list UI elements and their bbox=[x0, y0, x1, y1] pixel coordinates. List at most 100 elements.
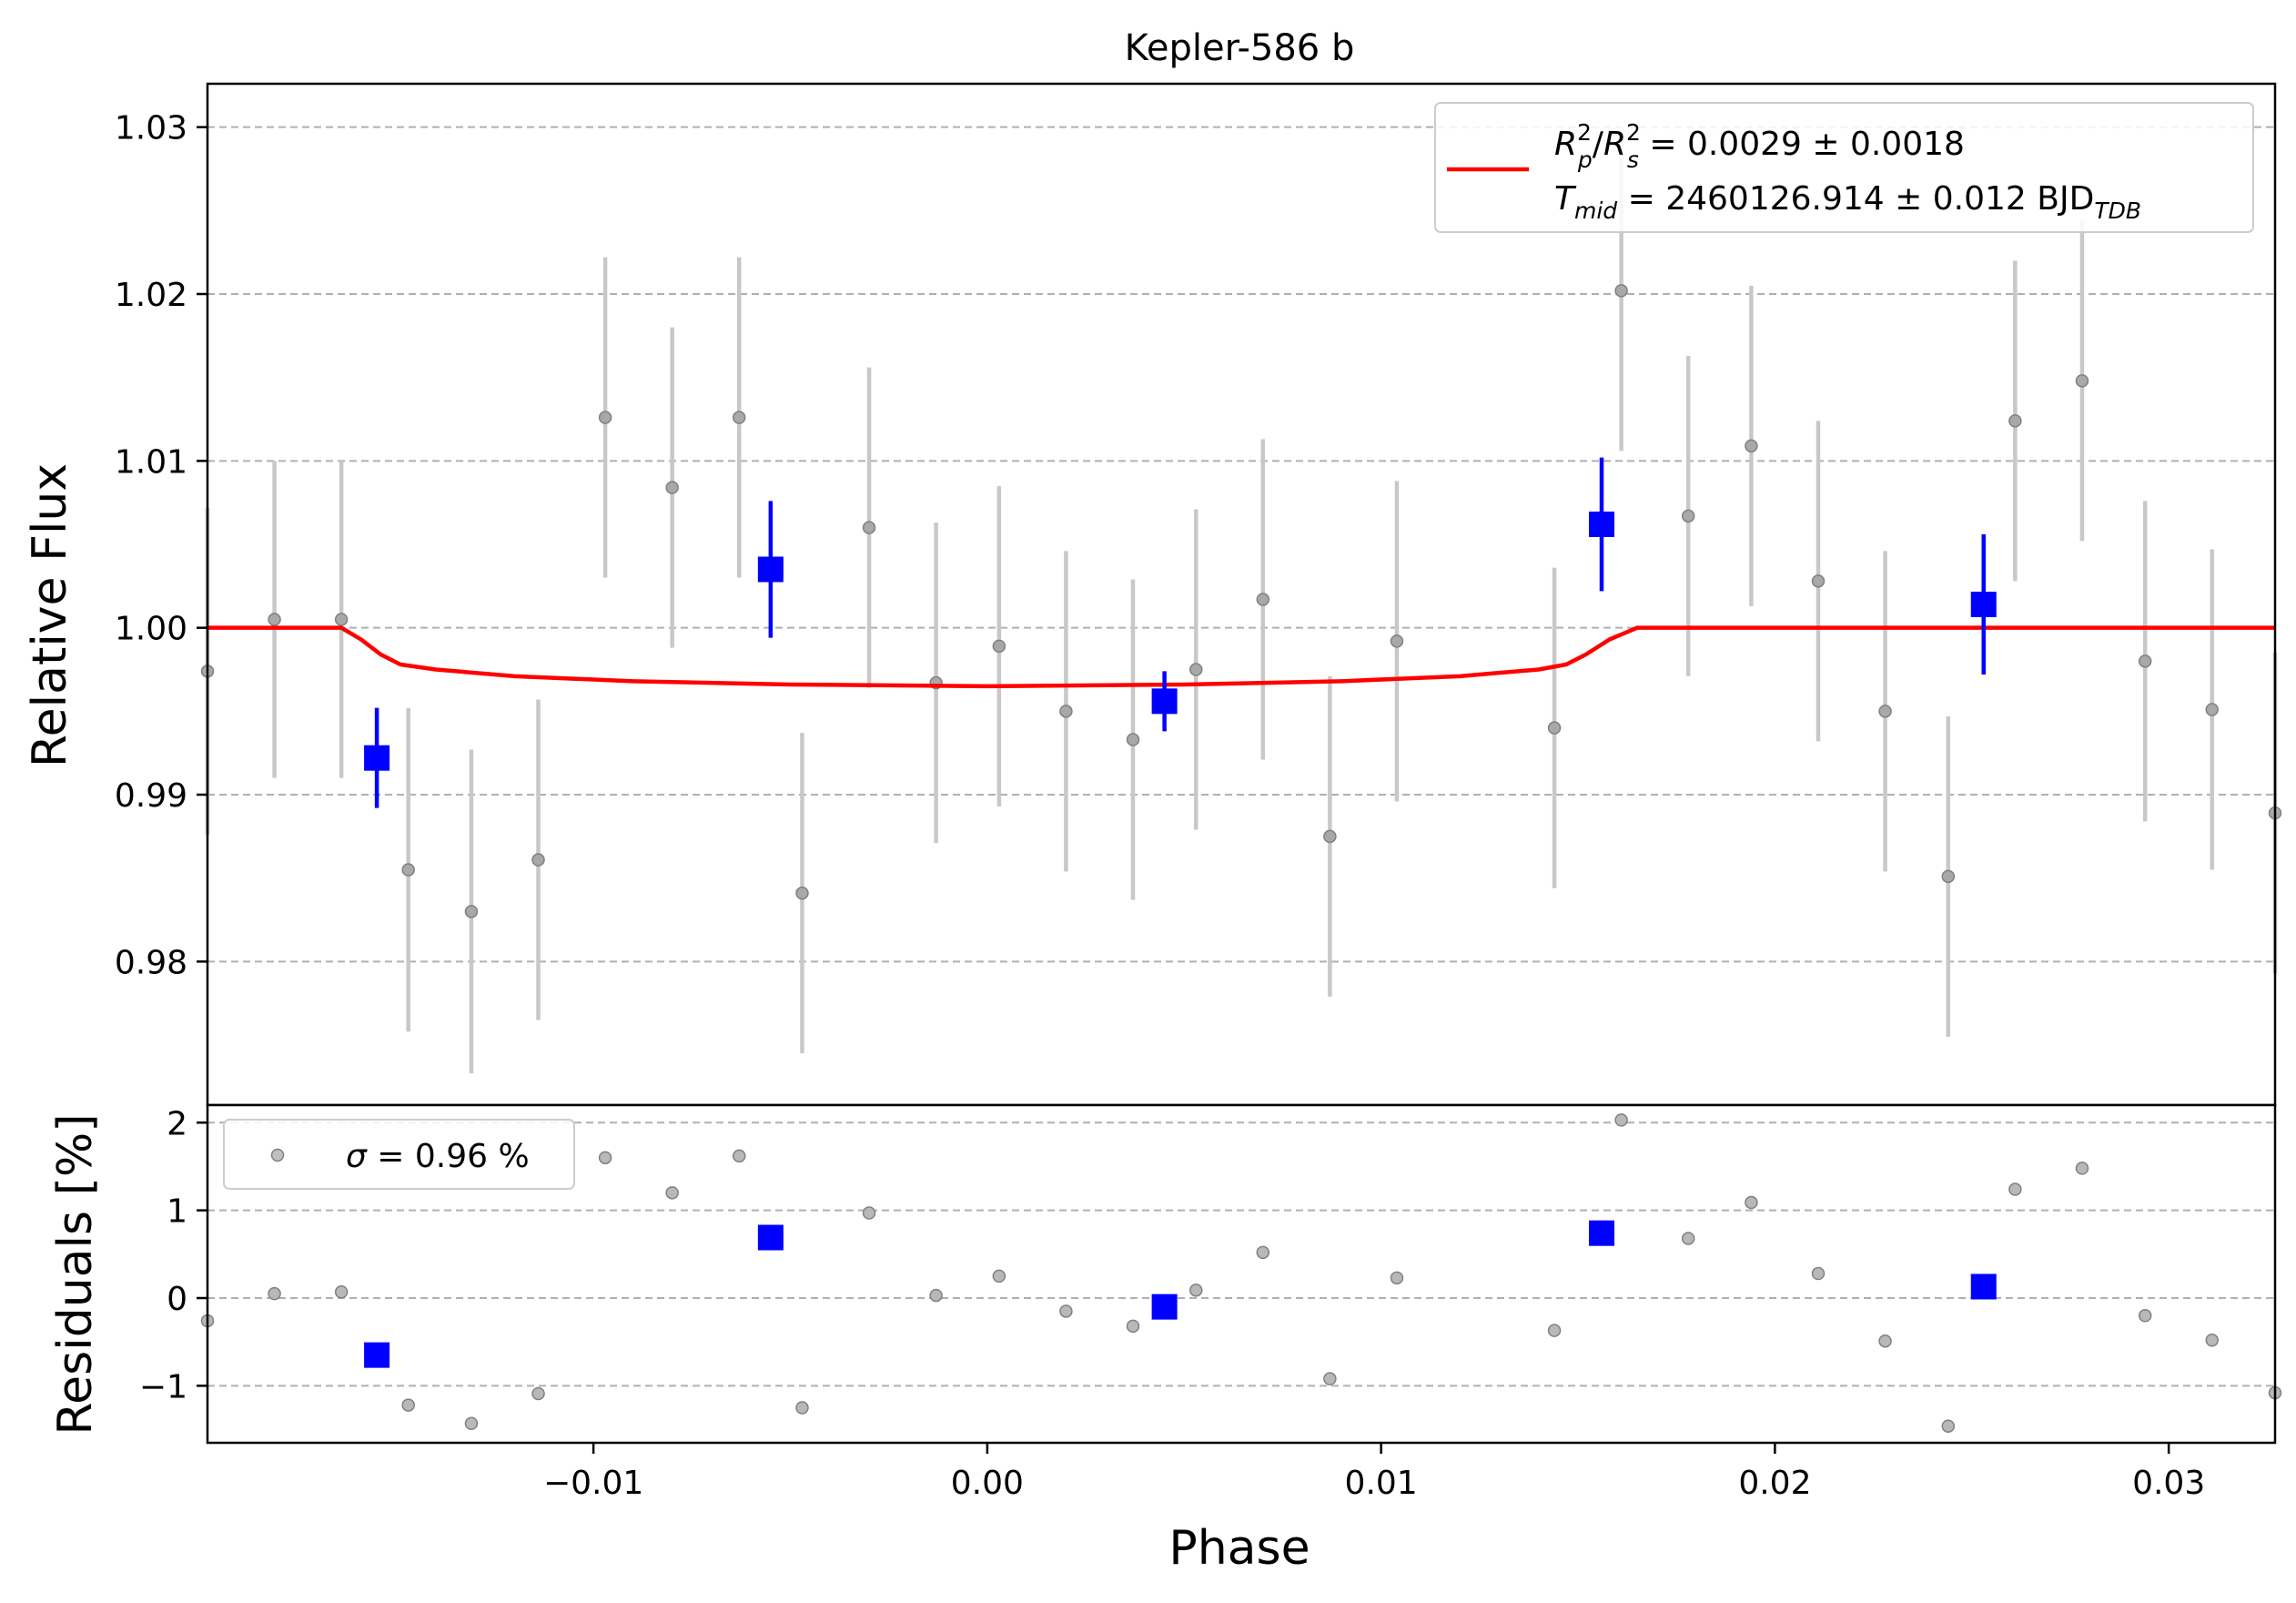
residual-raw-point bbox=[1126, 1319, 1140, 1334]
legend-tmid-entry: Tmid = 2460126.914 ± 0.012 BJDTDB bbox=[1554, 180, 2141, 224]
residual-raw-point bbox=[531, 1386, 545, 1401]
residual-binned-point bbox=[1970, 1273, 1997, 1300]
raw-data-point bbox=[1126, 733, 1140, 746]
phase-x-axis-label: Phase bbox=[1168, 1521, 1310, 1576]
residuals-y-tick-label: 1 bbox=[167, 1193, 187, 1231]
binned-data-point bbox=[364, 745, 390, 771]
raw-data-point bbox=[732, 411, 746, 424]
raw-data-point bbox=[795, 886, 809, 900]
phase-x-ticks: −0.01 0.00 0.01 0.02 0.03 bbox=[543, 1443, 2205, 1502]
residual-raw-point bbox=[1878, 1334, 1892, 1348]
binned-data-point bbox=[1970, 592, 1997, 617]
raw-data-point bbox=[1811, 574, 1826, 588]
raw-data-point bbox=[1614, 284, 1628, 298]
residual-raw-point bbox=[1059, 1304, 1073, 1318]
residual-raw-point bbox=[1941, 1419, 1956, 1433]
residual-raw-point bbox=[268, 1286, 281, 1301]
flux-y-axis-label: Relative Flux bbox=[23, 463, 77, 767]
raw-data-point bbox=[2138, 654, 2152, 668]
raw-data-point bbox=[1323, 829, 1337, 844]
transit-model-line bbox=[207, 625, 2275, 689]
flux-y-tick-label: 1.00 bbox=[115, 611, 187, 648]
residual-raw-point bbox=[732, 1149, 746, 1163]
residual-binned-point bbox=[757, 1224, 784, 1251]
phase-x-tick-label: 0.01 bbox=[1345, 1465, 1418, 1502]
residual-raw-point bbox=[2138, 1309, 2152, 1323]
flux-y-tick-label: 1.01 bbox=[115, 443, 187, 481]
residual-raw-point bbox=[1547, 1324, 1562, 1337]
flux-y-tick-label: 0.99 bbox=[115, 777, 187, 815]
phase-x-tick-label: 0.03 bbox=[2132, 1465, 2205, 1502]
flux-y-tick-label: 1.03 bbox=[115, 110, 187, 147]
residual-raw-point bbox=[598, 1151, 612, 1165]
residual-raw-point bbox=[929, 1288, 943, 1303]
legend-depth-entry: R2 p/R2 s = 0.0029 ± 0.0018 bbox=[1554, 119, 1965, 173]
raw-data-point bbox=[2205, 703, 2220, 716]
residuals-legend: σ = 0.96 % bbox=[223, 1119, 575, 1190]
residual-raw-point bbox=[401, 1398, 415, 1412]
raw-data-point bbox=[1547, 721, 1562, 735]
flux-legend-box bbox=[1434, 102, 2254, 233]
residuals-plot-frame bbox=[206, 1103, 2277, 1445]
flux-binned-points bbox=[364, 457, 1997, 808]
raw-data-point bbox=[1059, 705, 1073, 718]
residual-raw-point bbox=[334, 1285, 349, 1299]
residual-binned-point bbox=[1151, 1294, 1178, 1320]
binned-data-point bbox=[1151, 688, 1178, 715]
raw-data-point bbox=[531, 853, 545, 867]
residual-raw-point bbox=[992, 1269, 1006, 1283]
residual-raw-point bbox=[665, 1186, 679, 1200]
raw-data-point bbox=[1390, 634, 1404, 648]
raw-data-point bbox=[2008, 414, 2022, 428]
raw-data-point bbox=[2075, 374, 2089, 388]
flux-y-tick-label: 1.02 bbox=[115, 277, 187, 314]
flux-raw-points bbox=[200, 284, 2282, 918]
flux-y-tick-label: 0.98 bbox=[115, 944, 187, 981]
residuals-legend-marker bbox=[270, 1148, 285, 1162]
residual-binned-point bbox=[1588, 1220, 1614, 1246]
phase-x-tick-label: 0.02 bbox=[1738, 1465, 1811, 1502]
raw-data-point bbox=[992, 639, 1006, 654]
residuals-panel: −1 0 1 2 −0.01 0.00 0.01 0.02 0.03 Residuals [%… bbox=[48, 1103, 2282, 1576]
residual-raw-point bbox=[1188, 1283, 1203, 1297]
chart-title: Kepler-586 b bbox=[1125, 27, 1355, 69]
residuals-y-tick-label: 2 bbox=[167, 1105, 187, 1142]
raw-data-point bbox=[862, 521, 876, 534]
flux-legend: R2 p/R2 s = 0.0029 ± 0.0018 Tmid = 2460126… bbox=[1434, 102, 2254, 233]
residuals-y-tick-label: 0 bbox=[167, 1281, 187, 1318]
residual-raw-point bbox=[464, 1416, 479, 1431]
residual-raw-point bbox=[862, 1206, 876, 1220]
flux-panel: 0.98 0.99 1.00 1.01 1.02 1.03 Relative Flux R… bbox=[23, 82, 2282, 1107]
binned-data-point bbox=[1588, 512, 1614, 537]
raw-data-point bbox=[665, 481, 679, 494]
raw-data-point bbox=[1256, 593, 1270, 606]
residual-raw-point bbox=[1323, 1372, 1337, 1385]
residual-raw-point bbox=[1681, 1232, 1695, 1245]
residual-raw-point bbox=[795, 1401, 809, 1415]
residual-raw-point bbox=[1390, 1271, 1404, 1285]
phase-x-tick-label: −0.01 bbox=[543, 1465, 643, 1502]
residual-raw-point bbox=[1745, 1195, 1758, 1210]
raw-data-point bbox=[598, 411, 612, 424]
phase-x-tick-label: 0.00 bbox=[951, 1465, 1024, 1502]
raw-data-point bbox=[1941, 869, 1956, 884]
raw-data-point bbox=[334, 613, 349, 626]
residual-raw-point bbox=[2205, 1334, 2220, 1347]
residual-raw-point bbox=[1614, 1113, 1628, 1127]
residual-raw-point bbox=[2008, 1182, 2022, 1196]
residuals-raw-points bbox=[200, 1113, 2282, 1433]
legend-sigma-entry: σ = 0.96 % bbox=[346, 1138, 530, 1175]
residual-raw-point bbox=[1256, 1245, 1270, 1260]
flux-plot-area bbox=[207, 84, 2275, 1105]
residual-raw-point bbox=[2075, 1162, 2089, 1175]
raw-data-point bbox=[464, 905, 479, 918]
raw-data-point bbox=[1681, 509, 1695, 523]
flux-y-ticks: 0.98 0.99 1.00 1.01 1.02 1.03 bbox=[115, 110, 207, 981]
raw-data-point bbox=[401, 863, 415, 877]
residuals-y-ticks: −1 0 1 2 bbox=[139, 1105, 207, 1405]
residuals-y-tick-label: −1 bbox=[139, 1368, 187, 1405]
residuals-y-axis-label: Residuals [%] bbox=[48, 1113, 103, 1435]
residual-binned-point bbox=[364, 1342, 390, 1368]
raw-data-point bbox=[1745, 439, 1758, 453]
